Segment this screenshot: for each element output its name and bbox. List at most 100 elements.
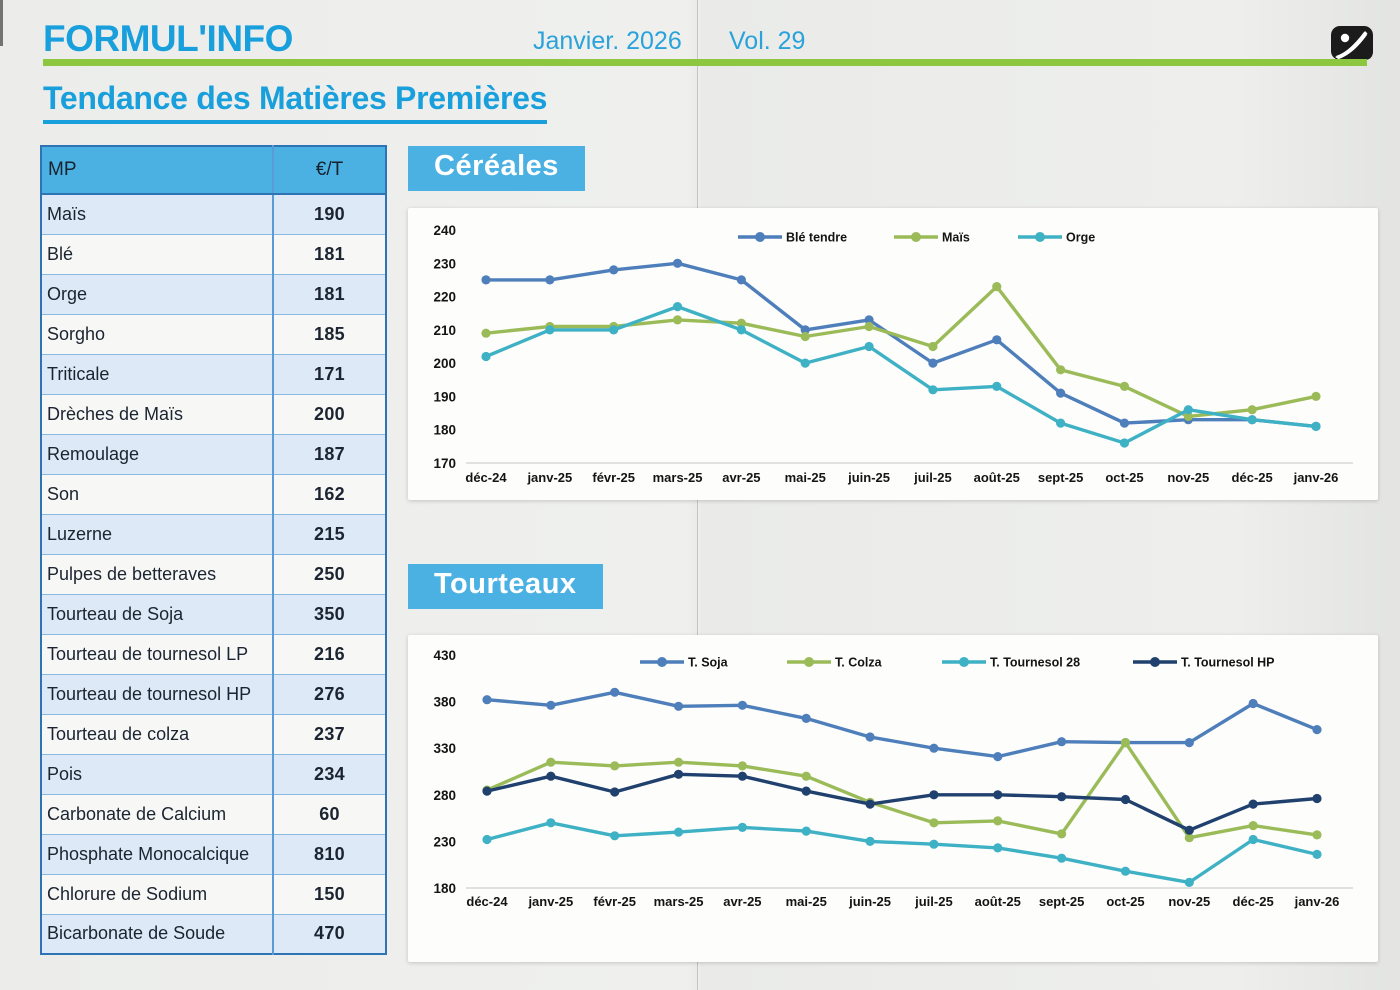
data-point-marker xyxy=(1312,849,1322,859)
data-point-marker xyxy=(1184,877,1194,887)
column-header-price: €/T xyxy=(272,146,386,195)
data-point-marker xyxy=(1311,391,1321,401)
mp-name-cell: Drèches de Maïs xyxy=(41,393,273,434)
x-axis-tick: janv-26 xyxy=(1294,894,1340,909)
table-row: Remoulage 187 xyxy=(41,433,386,474)
mp-price-cell: 215 xyxy=(272,513,386,554)
table-row: Triticale 171 xyxy=(41,353,386,394)
data-point-marker xyxy=(1183,411,1193,421)
data-point-marker xyxy=(801,713,811,723)
mp-price-cell: 185 xyxy=(272,313,386,354)
table-header-row: MP €/T xyxy=(41,146,386,195)
mp-price-cell: 187 xyxy=(272,433,386,474)
data-point-marker xyxy=(609,265,619,275)
y-axis-tick: 220 xyxy=(433,290,456,305)
x-axis-tick: mars-25 xyxy=(653,470,703,485)
data-point-marker xyxy=(800,331,810,342)
series-line xyxy=(484,284,1318,419)
data-point-marker xyxy=(737,822,747,832)
mp-price-cell: 250 xyxy=(272,553,386,594)
series-line xyxy=(485,690,1319,759)
mp-price-cell: 60 xyxy=(272,793,386,834)
x-axis-tick: mars-25 xyxy=(654,894,704,909)
data-point-marker xyxy=(1184,833,1194,843)
mp-name-cell: Bicarbonate de Soude xyxy=(41,913,273,954)
data-point-marker xyxy=(1312,793,1322,804)
data-point-marker xyxy=(1184,738,1194,748)
table-row: Sorgho 185 xyxy=(41,313,386,354)
y-axis-tick: 200 xyxy=(433,356,456,371)
data-point-marker xyxy=(865,836,875,846)
table-row: Orge 181 xyxy=(41,273,386,314)
data-point-marker xyxy=(737,700,747,710)
x-axis-tick: déc-24 xyxy=(465,470,507,485)
x-axis-tick: nov-25 xyxy=(1168,894,1210,909)
data-point-marker xyxy=(864,321,874,332)
data-point-marker xyxy=(546,818,556,828)
section-banner-tourteaux: Tourteaux xyxy=(408,564,603,609)
x-axis-tick: mai-25 xyxy=(786,894,827,909)
mp-name-cell: Pois xyxy=(41,753,273,794)
data-point-marker xyxy=(1184,825,1194,835)
mp-price-cell: 470 xyxy=(272,913,386,954)
data-point-marker xyxy=(673,827,684,837)
x-axis-tick: sept-25 xyxy=(1038,470,1084,485)
tourteaux-line-chart: 430 380 330 280 230 180 déc-24 janv-25 févr-25 ma… xyxy=(433,648,1353,909)
table-row: Bicarbonate de Soude 470 xyxy=(41,913,386,954)
data-point-marker xyxy=(1056,418,1066,428)
legend-dot-marker xyxy=(1035,232,1045,242)
table-row: Luzerne 215 xyxy=(41,513,386,554)
data-point-marker xyxy=(1120,738,1131,748)
mp-name-cell: Pulpes de betteraves xyxy=(41,553,273,594)
x-axis-tick: juil-25 xyxy=(913,470,952,485)
x-axis-tick: janv-25 xyxy=(526,470,572,485)
legend-label: Orge xyxy=(1066,231,1095,245)
data-point-marker xyxy=(992,335,1002,345)
x-axis-tick: févr-25 xyxy=(592,470,635,485)
page-title: Tendance des Matières Premières xyxy=(43,80,547,124)
y-axis-tick: 280 xyxy=(433,788,456,803)
legend-dot-marker xyxy=(804,657,814,667)
mp-price-cell: 181 xyxy=(272,273,386,314)
data-point-marker xyxy=(801,771,811,781)
data-point-marker xyxy=(546,757,556,767)
x-axis-tick: janv-25 xyxy=(527,894,573,909)
x-axis-tick: mai-25 xyxy=(785,470,826,485)
data-point-marker xyxy=(1119,438,1130,448)
mp-price-cell: 216 xyxy=(272,633,386,674)
mp-name-cell: Sorgho xyxy=(41,313,273,354)
data-point-marker xyxy=(929,839,939,849)
data-point-marker xyxy=(546,771,556,781)
data-point-marker xyxy=(737,771,747,781)
mp-price-cell: 171 xyxy=(272,353,386,394)
x-axis-tick: avr-25 xyxy=(723,894,761,909)
data-point-marker xyxy=(1056,388,1066,398)
legend-dot-marker xyxy=(1150,657,1160,667)
table-row: Tourteau de colza 237 xyxy=(41,713,386,754)
y-axis-tick: 170 xyxy=(433,456,456,471)
data-point-marker xyxy=(1120,794,1131,805)
mp-name-cell: Remoulage xyxy=(41,433,273,474)
x-axis-tick: avr-25 xyxy=(722,470,760,485)
mp-name-cell: Triticale xyxy=(41,353,273,394)
data-point-marker xyxy=(1312,725,1322,735)
y-axis-tick: 430 xyxy=(433,648,456,663)
data-point-marker xyxy=(545,325,555,335)
table-row: Pulpes de betteraves 250 xyxy=(41,553,386,594)
data-point-marker xyxy=(673,769,684,779)
data-point-marker xyxy=(672,315,683,325)
issue-volume: Vol. 29 xyxy=(729,27,806,55)
mp-price-cell: 181 xyxy=(272,233,386,274)
x-axis-tick: déc-25 xyxy=(1232,470,1273,485)
y-axis-tick: 240 xyxy=(433,223,456,238)
y-axis-tick: 230 xyxy=(433,256,456,271)
y-axis-tick: 190 xyxy=(433,389,456,404)
legend-label: T. Tournesol 28 xyxy=(990,656,1080,670)
table-row: Chlorure de Sodium 150 xyxy=(41,873,386,914)
legend-label: Maïs xyxy=(942,231,970,245)
mp-name-cell: Maïs xyxy=(41,193,273,234)
data-point-marker xyxy=(1119,381,1130,391)
data-point-marker xyxy=(928,385,938,395)
data-point-marker xyxy=(610,687,620,697)
data-point-marker xyxy=(672,258,683,268)
